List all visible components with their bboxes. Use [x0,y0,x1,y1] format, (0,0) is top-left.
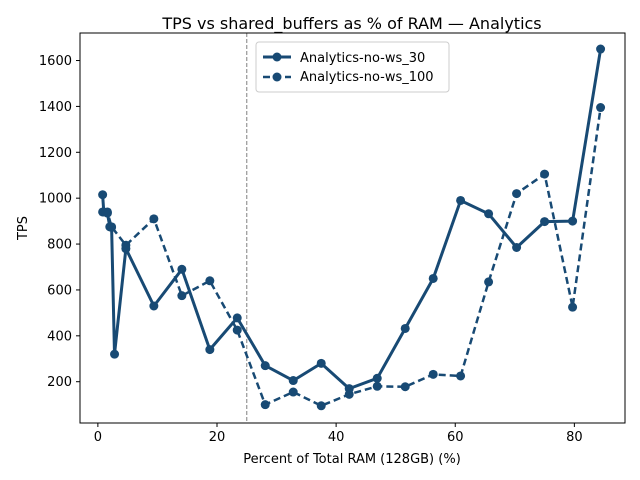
data-point-analytics-no-ws-100 [149,214,159,224]
series-line-analytics-no-ws-30 [101,48,603,391]
data-point-analytics-no-ws-30 [484,209,494,219]
data-point-analytics-no-ws-100 [260,400,270,410]
data-point-analytics-no-ws-100 [316,401,326,411]
data-point-analytics-no-ws-100 [400,382,410,392]
y-tick-label: 600 [47,283,72,298]
plot-area [98,33,606,423]
legend-marker-analytics-no-ws-100 [272,72,282,82]
data-point-analytics-no-ws-100 [456,371,466,381]
data-point-analytics-no-ws-30 [232,313,242,323]
y-tick-label: 1000 [39,192,72,207]
legend-label-analytics-no-ws-30: Analytics-no-ws_30 [300,51,425,66]
chart-title: TPS vs shared_buffers as % of RAM — Anal… [161,14,541,34]
legend-box [255,41,450,93]
data-point-analytics-no-ws-30 [205,345,215,355]
data-point-analytics-no-ws-30 [568,216,578,226]
data-point-analytics-no-ws-30 [98,190,108,200]
data-point-analytics-no-ws-30 [260,361,270,371]
data-point-analytics-no-ws-100 [344,389,354,399]
data-point-analytics-no-ws-100 [121,240,131,250]
x-tick-label: 60 [447,430,464,445]
x-axis-label: Percent of Total RAM (128GB) (%) [243,452,461,467]
data-point-analytics-no-ws-100 [205,276,215,286]
x-axis: 0 20 40 60 80 [94,423,583,445]
data-point-analytics-no-ws-30 [540,217,550,227]
data-point-analytics-no-ws-30 [428,273,438,283]
y-tick-label: 400 [47,329,72,344]
data-point-analytics-no-ws-100 [568,302,578,312]
data-point-analytics-no-ws-100 [107,222,117,232]
y-tick-label: 1400 [39,100,72,115]
data-point-analytics-no-ws-100 [428,369,438,379]
x-tick-label: 40 [328,430,345,445]
data-point-analytics-no-ws-100 [372,381,382,391]
y-axis-label: TPS [16,216,31,241]
data-point-analytics-no-ws-100 [288,387,298,397]
data-point-analytics-no-ws-100 [540,169,550,179]
y-tick-label: 1600 [39,54,72,69]
x-tick-label: 20 [209,430,226,445]
data-point-analytics-no-ws-30 [456,195,466,205]
data-point-analytics-no-ws-30 [110,349,120,359]
data-point-analytics-no-ws-30 [400,323,410,333]
data-point-analytics-no-ws-30 [149,301,159,311]
x-tick-label: 80 [566,430,583,445]
data-point-analytics-no-ws-100 [232,325,242,335]
data-point-analytics-no-ws-30 [372,373,382,383]
data-point-analytics-no-ws-30 [177,264,187,274]
legend: Analytics-no-ws_30 Analytics-no-ws_100 [255,41,450,93]
data-point-analytics-no-ws-30 [596,44,606,54]
x-tick-label: 0 [94,430,102,445]
y-tick-label: 800 [47,238,72,253]
plot-frame [79,32,626,424]
data-point-analytics-no-ws-30 [288,376,298,386]
legend-marker-analytics-no-ws-30 [272,52,282,62]
series-line-analytics-no-ws-100 [102,107,602,408]
data-point-analytics-no-ws-30 [316,358,326,368]
data-point-analytics-no-ws-100 [102,207,112,217]
legend-label-analytics-no-ws-100: Analytics-no-ws_100 [300,70,434,85]
data-point-analytics-no-ws-100 [596,103,606,113]
y-tick-label: 1200 [39,146,72,161]
data-point-analytics-no-ws-100 [484,277,494,287]
data-point-analytics-no-ws-100 [177,291,187,301]
data-point-analytics-no-ws-30 [512,243,522,252]
y-axis: 200 400 600 800 1000 1200 1400 1600 [39,54,80,390]
data-point-analytics-no-ws-100 [512,189,522,199]
y-tick-label: 200 [47,375,72,390]
